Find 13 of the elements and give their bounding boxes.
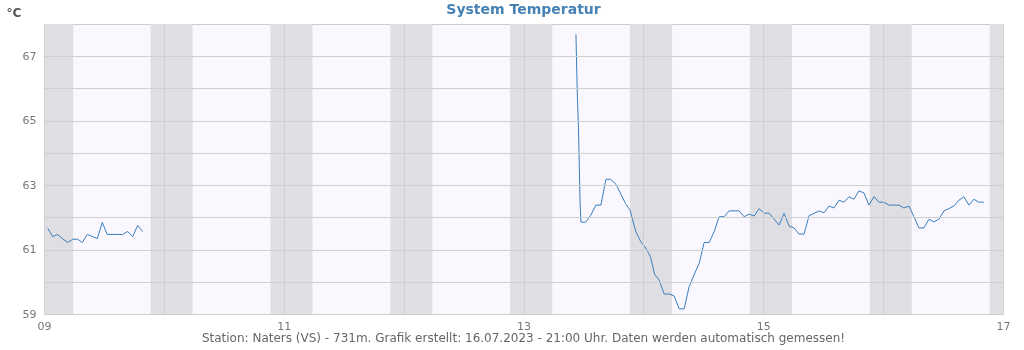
- y-tick-label: 61: [22, 243, 37, 257]
- y-tick-label: 67: [22, 49, 37, 63]
- text: Station: Naters (VS) - 731m. Grafik erstellt: 16.07.2023 - 21:00 Uhr. Daten werden automatisch gemessen!: [201, 331, 846, 345]
- y-axis-title: °C: [6, 5, 22, 20]
- y-tick-label: 59: [22, 307, 37, 321]
- x-tick-label: 17: [996, 319, 1011, 333]
- y-tick-label: 63: [22, 178, 37, 192]
- y-tick-label: 65: [22, 114, 37, 128]
- x-tick-label: 15: [756, 319, 771, 333]
- x-tick-label: 09: [37, 319, 52, 333]
- x-tick-label: 13: [517, 319, 531, 333]
- chart-title: System Temperatur: [446, 1, 601, 17]
- x-tick-label: 11: [277, 319, 292, 333]
